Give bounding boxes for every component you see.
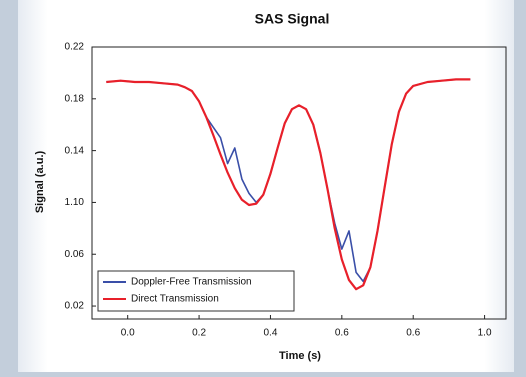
legend: Doppler-Free Transmission Direct Transmis… (97, 270, 295, 312)
x-axis-label: Time (s) (279, 350, 321, 362)
x-tick-label: 0.0 (121, 328, 135, 339)
x-tick-label: 0.2 (192, 328, 206, 339)
legend-label: Doppler-Free Transmission (131, 277, 252, 288)
y-tick-label: 1.10 (65, 197, 85, 208)
legend-box (97, 270, 295, 312)
chart-title: SAS Signal (255, 11, 330, 27)
x-tick-label: 0.4 (263, 328, 277, 339)
y-tick-label: 0.02 (65, 301, 85, 312)
y-tick-label: 0.14 (65, 145, 85, 156)
y-tick-label: 0.22 (65, 42, 85, 53)
x-tick-label: 1.0 (478, 328, 492, 339)
y-axis-label: Signal (a.u.) (34, 150, 46, 213)
plot-frame (91, 46, 507, 320)
y-tick-label: 0.06 (65, 249, 85, 260)
legend-label: Direct Transmission (131, 294, 219, 305)
series-line (106, 78, 471, 291)
x-tick-label: 0.6 (335, 328, 349, 339)
y-tick-label: 0.18 (65, 93, 85, 104)
x-tick-label: 0.6 (406, 328, 420, 339)
